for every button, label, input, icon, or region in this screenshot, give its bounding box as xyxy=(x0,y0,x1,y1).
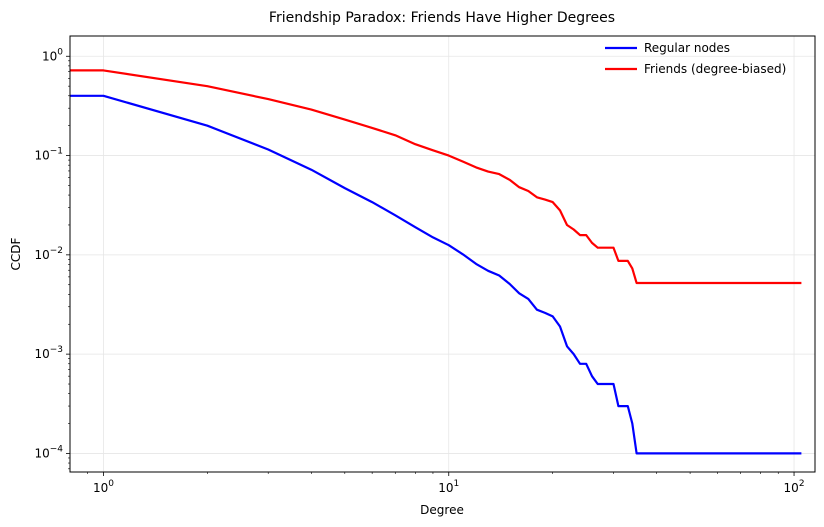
series-line-regular-nodes xyxy=(70,94,802,455)
series-layer xyxy=(70,69,802,455)
x-tick-label: 100 xyxy=(93,479,114,495)
legend-label-friends: Friends (degree-biased) xyxy=(644,62,786,76)
y-tick-label: 10−2 xyxy=(34,246,63,262)
grid xyxy=(70,36,815,472)
y-axis-label: CCDF xyxy=(9,237,23,270)
y-tick-label: 10−3 xyxy=(34,345,63,361)
ticks: 100 101 102 10−4 10−3 10−2 10−1 100 xyxy=(34,47,804,495)
y-tick-label: 10−4 xyxy=(34,444,63,460)
x-axis-label: Degree xyxy=(420,503,464,517)
plot-frame xyxy=(69,35,816,473)
y-tick-label: 100 xyxy=(42,47,63,63)
x-tick-label: 101 xyxy=(438,479,459,495)
legend: Regular nodes Friends (degree-biased) xyxy=(605,41,786,76)
legend-label-regular-nodes: Regular nodes xyxy=(644,41,730,55)
chart-title: Friendship Paradox: Friends Have Higher … xyxy=(269,10,615,26)
x-tick-label: 102 xyxy=(784,479,805,495)
series-line-friends-degree-biased xyxy=(70,69,802,285)
y-tick-label: 10−1 xyxy=(34,147,63,163)
